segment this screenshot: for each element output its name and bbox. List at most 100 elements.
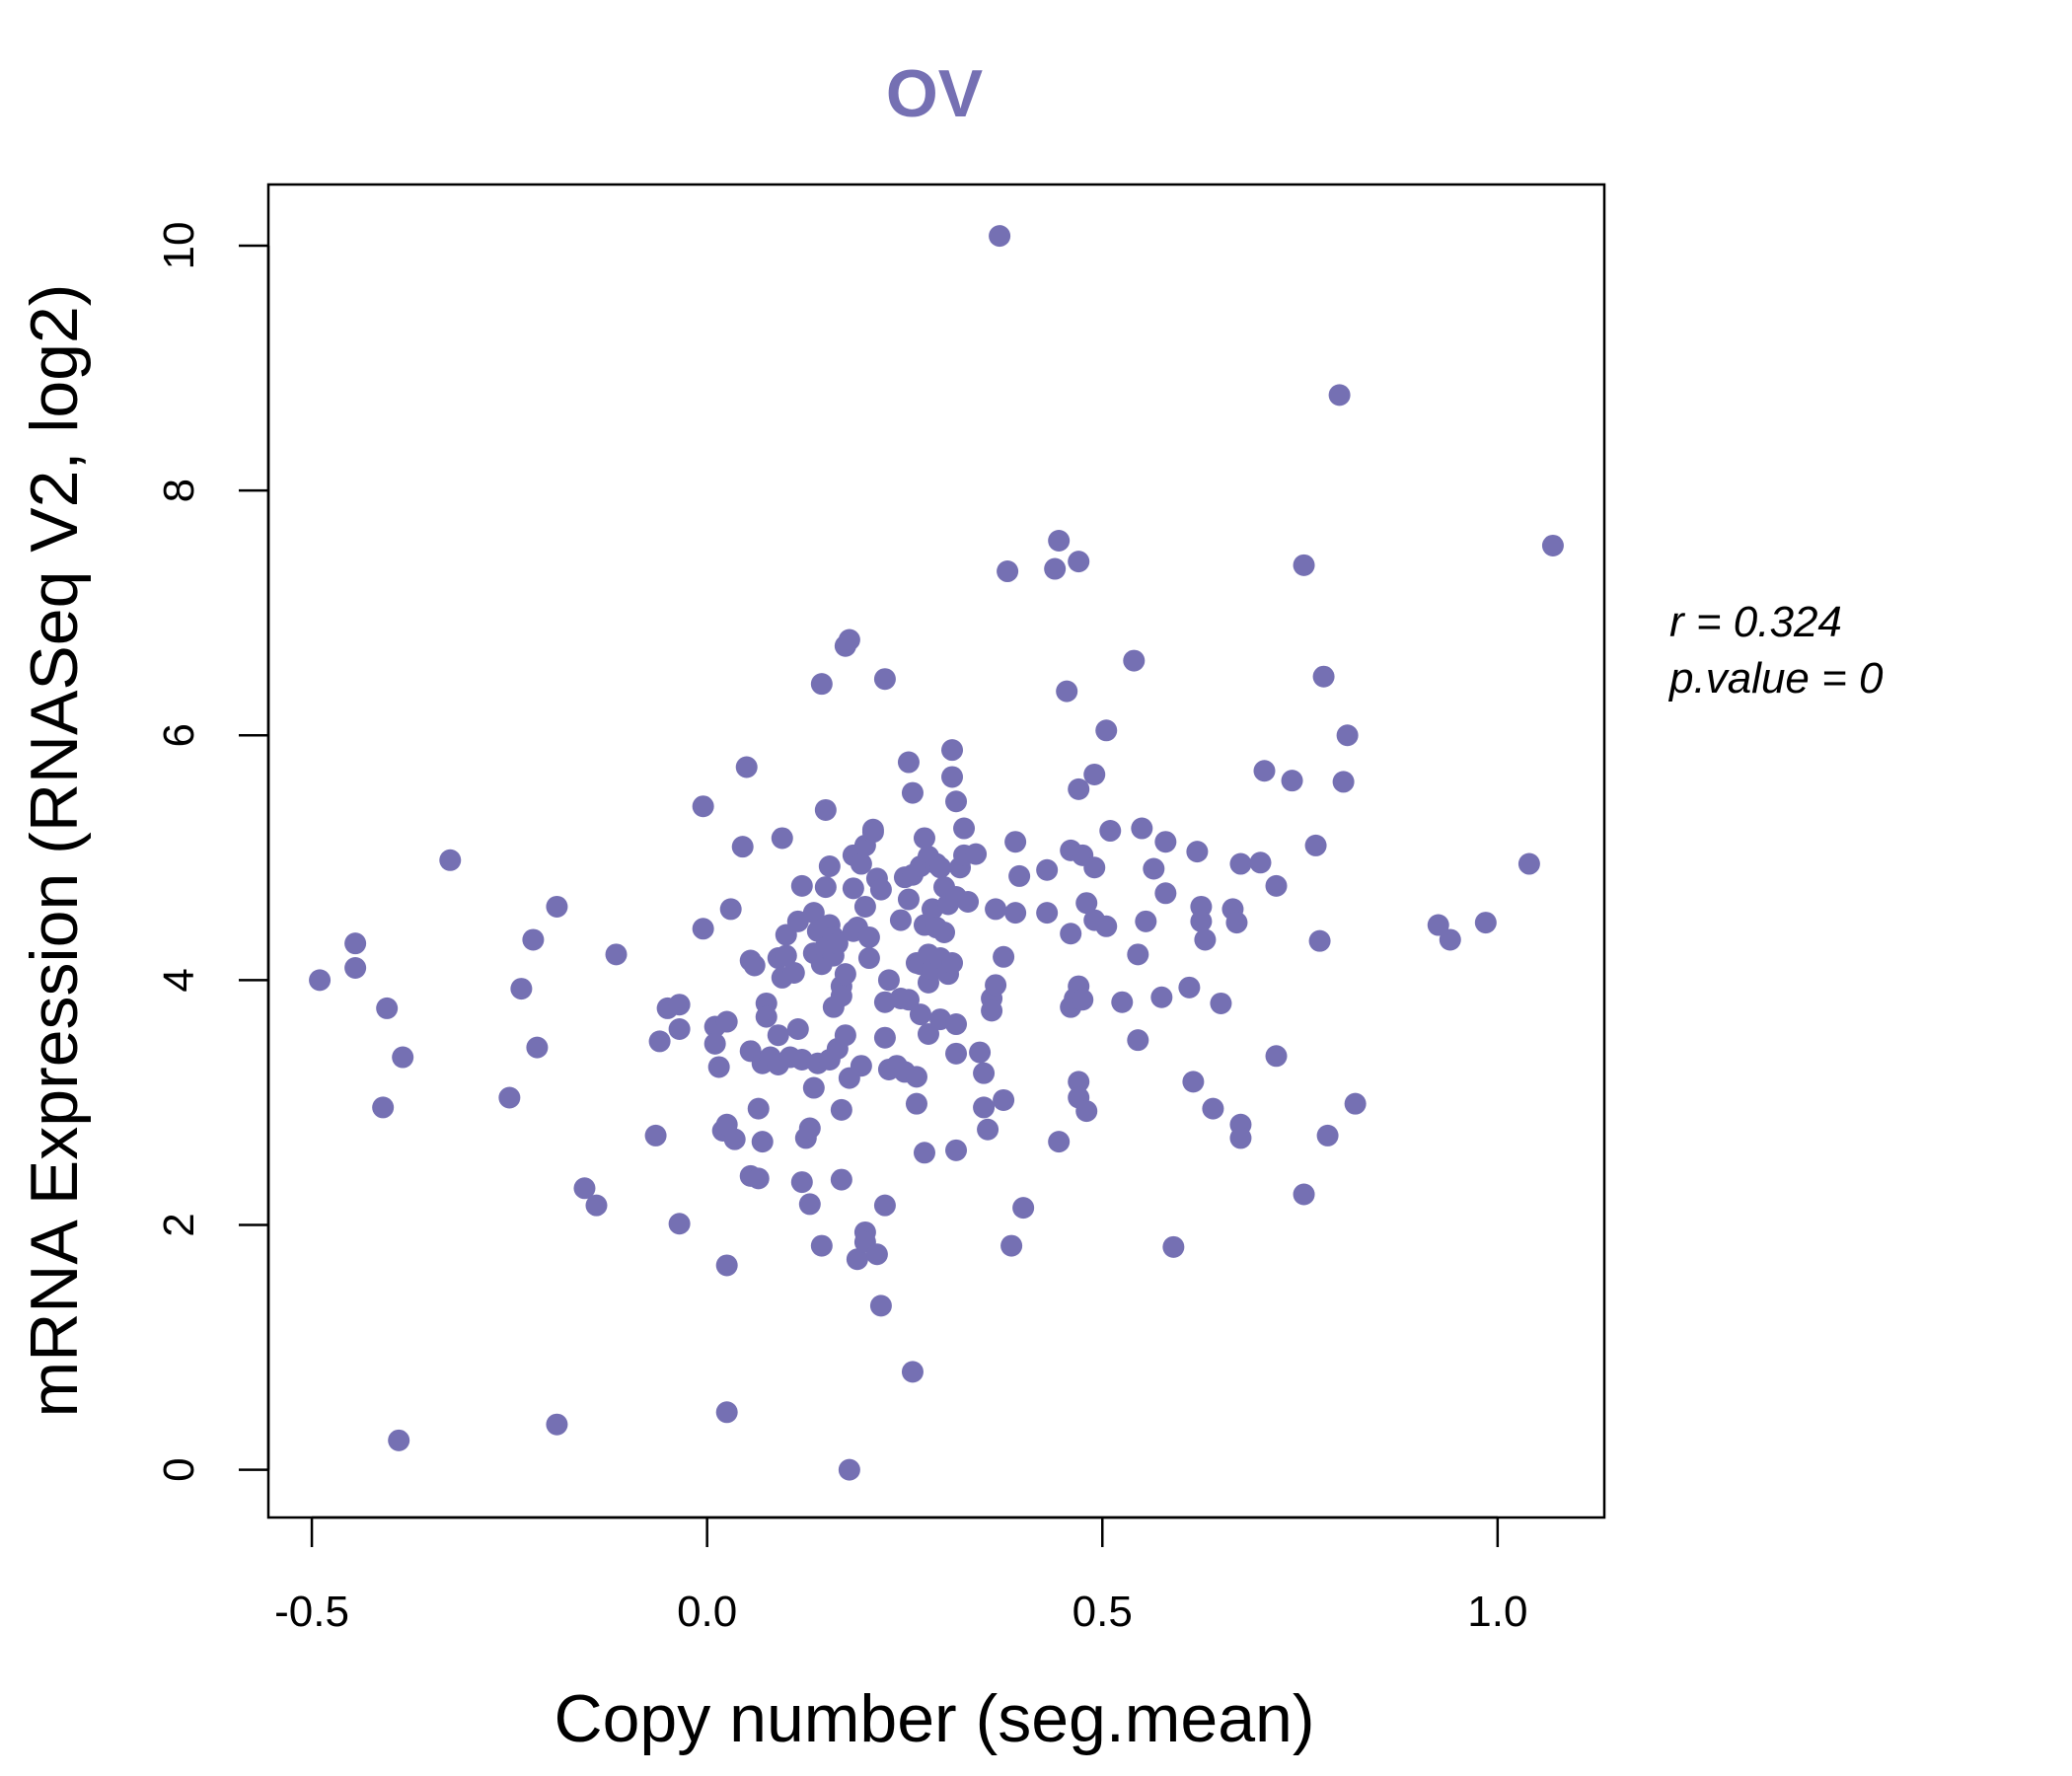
data-point (838, 629, 860, 651)
data-point (1427, 914, 1449, 936)
data-point (692, 918, 714, 940)
data-point (1265, 1045, 1288, 1068)
y-tick-label: 8 (155, 479, 203, 502)
data-point (747, 1097, 770, 1120)
data-point (546, 1413, 568, 1436)
data-point (850, 1055, 872, 1077)
data-point (344, 932, 367, 955)
data-point (889, 909, 912, 931)
data-point (945, 1013, 968, 1036)
data-point (869, 1295, 892, 1317)
data-point (1083, 856, 1106, 879)
x-tick-label: 0.5 (1073, 1588, 1133, 1636)
data-point (1068, 777, 1090, 800)
data-point (1229, 852, 1252, 875)
data-point (510, 978, 533, 1000)
data-point (439, 849, 462, 871)
data-point (897, 751, 920, 774)
data-point (767, 1024, 789, 1047)
data-point (1194, 928, 1217, 951)
data-point (798, 1117, 821, 1140)
data-point (1190, 910, 1213, 932)
y-axis: 0 2 4 6 8 10 (155, 222, 270, 1482)
data-point (1312, 665, 1335, 688)
data-point (853, 895, 876, 918)
data-point (941, 952, 964, 975)
data-point (917, 1022, 939, 1045)
y-tick-label: 6 (155, 723, 203, 747)
data-point (731, 836, 754, 858)
data-point (1123, 649, 1146, 672)
data-point (857, 925, 880, 948)
data-point (873, 1194, 896, 1217)
chart-title: OV (886, 56, 983, 131)
data-point (826, 932, 849, 955)
data-point (723, 1128, 746, 1150)
data-point (973, 1096, 996, 1119)
data-point (1072, 989, 1094, 1011)
data-point (1439, 928, 1461, 951)
data-points (309, 225, 1564, 1481)
data-point (790, 1171, 813, 1194)
data-point (692, 795, 714, 818)
data-point (1068, 1071, 1090, 1093)
y-tick-label: 4 (155, 968, 203, 992)
x-axis-label: Copy number (seg.mean) (554, 1681, 1314, 1756)
data-point (668, 1213, 691, 1235)
data-point (877, 969, 900, 992)
data-point (1281, 770, 1303, 792)
data-point (1048, 530, 1071, 553)
data-point (790, 874, 813, 897)
data-point (1265, 874, 1288, 897)
data-point (388, 1429, 410, 1451)
data-point (985, 974, 1007, 997)
x-tick-label: -0.5 (274, 1588, 349, 1636)
data-point (945, 1139, 968, 1161)
data-point (905, 1092, 927, 1115)
data-point (1182, 1071, 1205, 1093)
data-point (786, 1018, 809, 1041)
data-point (703, 1032, 726, 1055)
data-point (1075, 1100, 1098, 1123)
data-point (1210, 992, 1232, 1014)
data-point (1143, 857, 1165, 880)
data-point (965, 843, 988, 865)
y-tick-label: 10 (155, 222, 203, 270)
data-point (1111, 991, 1134, 1013)
data-point (1225, 912, 1248, 934)
data-point (798, 1193, 821, 1216)
data-point (1135, 910, 1157, 932)
data-point (585, 1194, 608, 1217)
data-point (905, 1066, 927, 1088)
data-point (1004, 902, 1027, 925)
data-point (857, 947, 880, 970)
data-point (1517, 852, 1540, 875)
data-point (957, 890, 980, 913)
data-point (1095, 719, 1118, 742)
data-point (747, 1167, 770, 1190)
data-point (668, 1018, 691, 1041)
data-point (715, 1401, 738, 1424)
data-point (715, 1010, 738, 1033)
data-point (1293, 1183, 1315, 1206)
data-point (1127, 1029, 1149, 1052)
data-point (1127, 943, 1149, 966)
data-point (865, 1243, 888, 1266)
data-point (1060, 923, 1082, 945)
data-point (1099, 820, 1122, 843)
data-point (1541, 534, 1564, 556)
data-point (392, 1046, 414, 1069)
data-point (929, 856, 952, 879)
data-point (997, 560, 1019, 583)
data-point (941, 766, 964, 788)
p-value-label: p.value = 0 (1667, 654, 1884, 703)
data-point (1328, 384, 1351, 407)
data-point (973, 1062, 996, 1084)
data-point (1048, 1131, 1071, 1153)
data-point (309, 969, 332, 992)
data-point (1308, 929, 1331, 952)
data-point (1253, 760, 1276, 782)
data-point (1336, 724, 1359, 747)
data-point (945, 1042, 968, 1065)
data-point (834, 963, 856, 986)
